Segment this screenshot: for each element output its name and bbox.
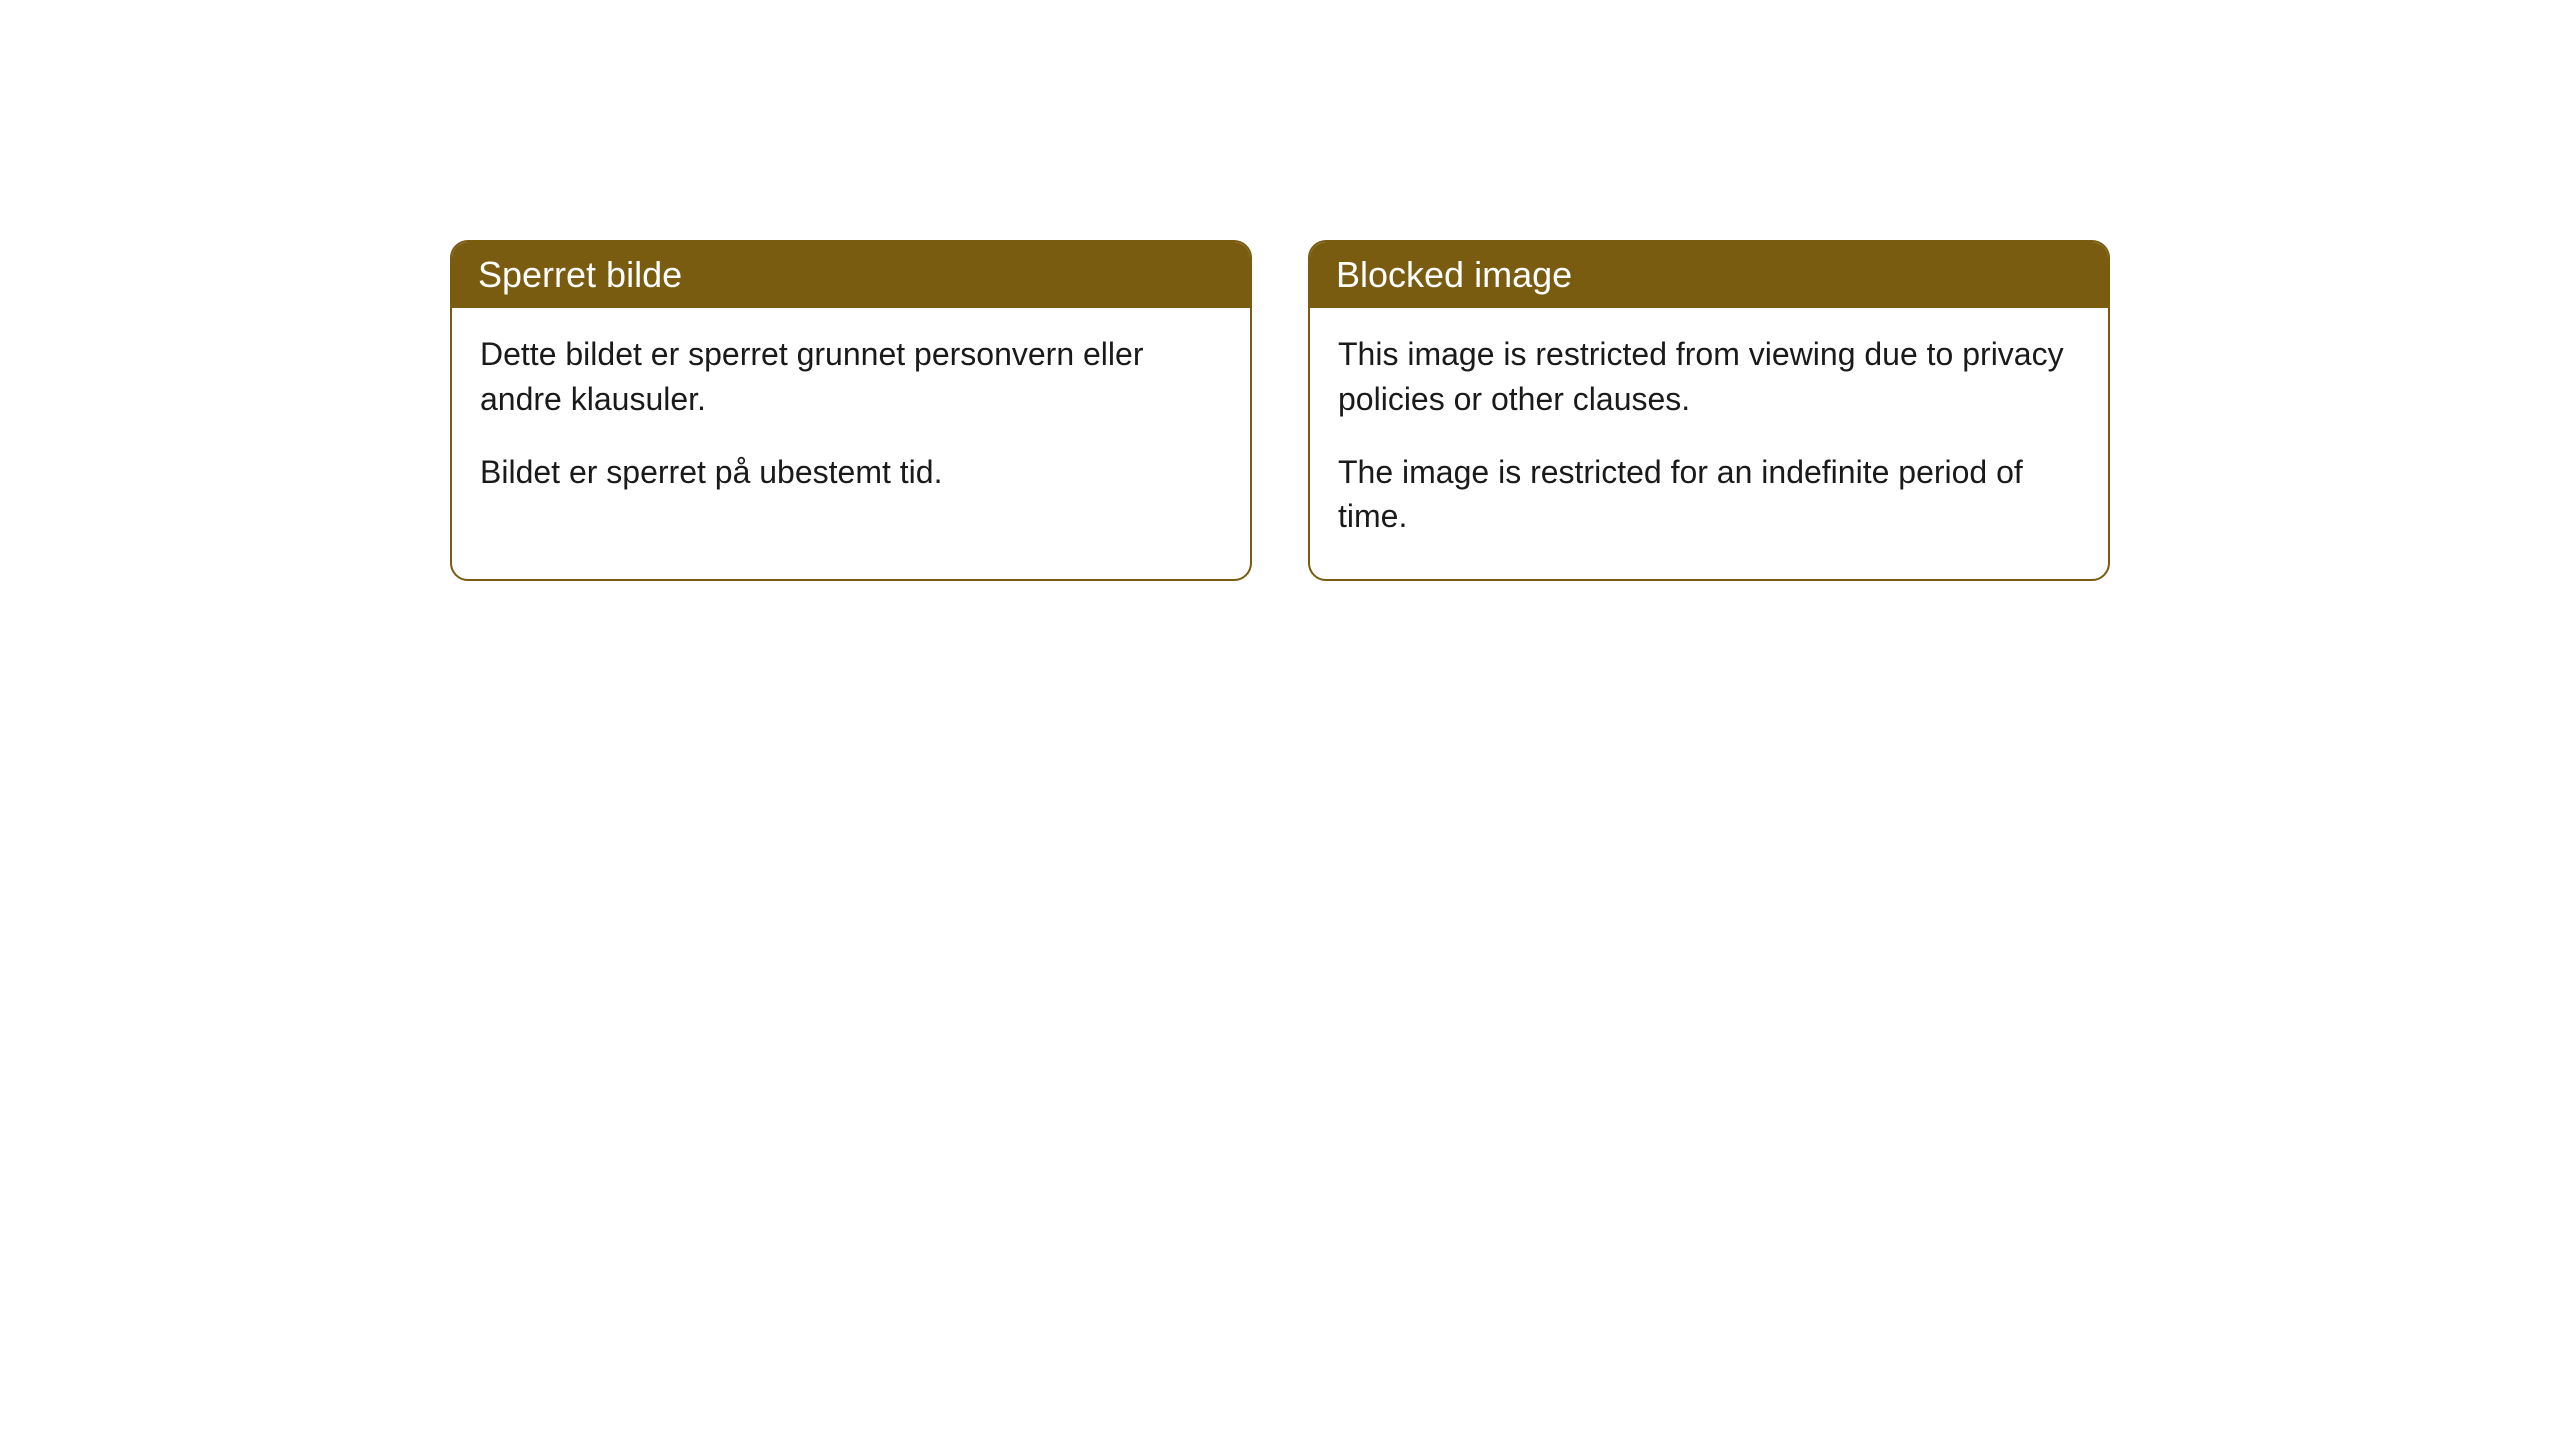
card-paragraph-1-no: Dette bildet er sperret grunnet personve… bbox=[480, 332, 1222, 422]
blocked-image-card-no: Sperret bilde Dette bildet er sperret gr… bbox=[450, 240, 1252, 581]
card-body-no: Dette bildet er sperret grunnet personve… bbox=[452, 308, 1250, 534]
card-body-en: This image is restricted from viewing du… bbox=[1310, 308, 2108, 579]
card-title-en: Blocked image bbox=[1336, 254, 1572, 295]
card-paragraph-1-en: This image is restricted from viewing du… bbox=[1338, 332, 2080, 422]
card-header-no: Sperret bilde bbox=[452, 242, 1250, 308]
card-title-no: Sperret bilde bbox=[478, 254, 682, 295]
card-header-en: Blocked image bbox=[1310, 242, 2108, 308]
cards-container: Sperret bilde Dette bildet er sperret gr… bbox=[0, 0, 2560, 581]
card-paragraph-2-en: The image is restricted for an indefinit… bbox=[1338, 450, 2080, 540]
card-paragraph-2-no: Bildet er sperret på ubestemt tid. bbox=[480, 450, 1222, 495]
blocked-image-card-en: Blocked image This image is restricted f… bbox=[1308, 240, 2110, 581]
